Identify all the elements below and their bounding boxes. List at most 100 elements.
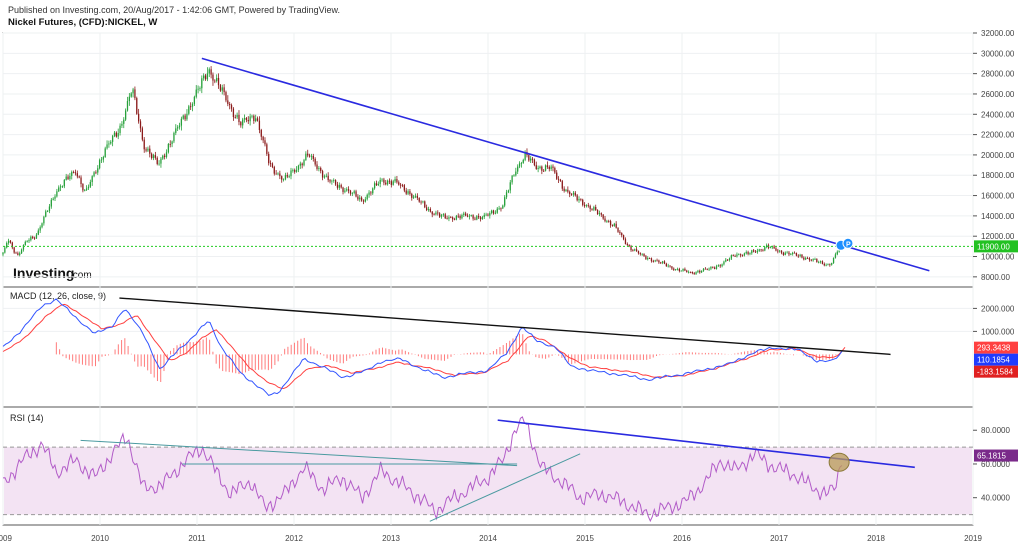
- candle-body: [177, 127, 179, 129]
- x-tick-label: 2013: [382, 534, 400, 543]
- candle-body: [2, 252, 4, 255]
- candle-body: [301, 163, 303, 166]
- candle-body: [518, 163, 521, 167]
- rsi-trendline: [429, 453, 581, 522]
- candle-body: [676, 268, 679, 270]
- candle-body: [193, 96, 196, 104]
- x-tick-label: 2016: [673, 534, 691, 543]
- candle-body: [145, 149, 147, 151]
- candle-body: [312, 155, 314, 159]
- candle-body: [836, 251, 838, 255]
- candle-body: [780, 250, 783, 253]
- candle-body: [175, 128, 177, 133]
- price-axis-label: 12000.00: [981, 232, 1015, 241]
- candle-body: [450, 217, 452, 219]
- candle-body: [386, 180, 389, 185]
- candle-body: [370, 192, 372, 194]
- candle-body: [316, 164, 318, 169]
- candle-body: [284, 175, 287, 180]
- candle-body: [277, 173, 279, 175]
- candle-body: [474, 218, 476, 220]
- candle-body: [567, 189, 569, 192]
- candle-body: [48, 206, 51, 212]
- candle-body: [496, 208, 498, 213]
- candle-body: [104, 148, 106, 158]
- candle-body: [816, 259, 818, 263]
- candle-body: [7, 240, 10, 243]
- candle-body: [719, 265, 721, 267]
- x-tick-label: 2014: [479, 534, 497, 543]
- candle-body: [476, 216, 478, 220]
- candle-body: [255, 118, 257, 121]
- candle-body: [286, 175, 288, 177]
- candle-body: [399, 184, 402, 186]
- candle-body: [320, 168, 322, 171]
- candle-body: [249, 116, 251, 122]
- candle-body: [470, 215, 472, 216]
- candle-body: [95, 172, 97, 174]
- candle-body: [314, 158, 316, 165]
- candle-body: [678, 268, 680, 271]
- candle-body: [732, 255, 734, 256]
- current-price-value: 11900.00: [977, 242, 1010, 251]
- candle-body: [749, 253, 751, 255]
- candle-body: [652, 261, 654, 262]
- candle-body: [704, 268, 707, 270]
- candle-body: [608, 221, 610, 222]
- candle-body: [823, 263, 825, 266]
- candle-body: [427, 208, 430, 211]
- candle-body: [463, 213, 465, 215]
- candle-body: [457, 215, 459, 217]
- candle-body: [546, 165, 549, 167]
- price-axis-label: 16000.00: [981, 192, 1015, 201]
- candle-body: [260, 129, 262, 137]
- price-trendline: [201, 57, 930, 272]
- candle-body: [806, 258, 809, 259]
- candle-body: [702, 268, 705, 271]
- candle-body: [124, 110, 127, 120]
- candle-body: [758, 249, 760, 251]
- candle-body: [143, 139, 145, 150]
- candle-body: [706, 268, 708, 270]
- candle-body: [708, 268, 710, 270]
- candle-body: [626, 244, 628, 245]
- candle-body: [199, 88, 201, 90]
- logo: Investing .com: [13, 265, 92, 281]
- candle-body: [533, 159, 536, 166]
- candle-body: [667, 265, 669, 267]
- candle-body: [647, 258, 649, 260]
- candle-body: [182, 115, 184, 119]
- candle-body: [11, 242, 13, 248]
- macd-pane-title: MACD (12, 26, close, 9): [10, 291, 106, 301]
- candle-body: [407, 191, 409, 194]
- macd-line: [2, 298, 843, 396]
- candle-body: [728, 258, 731, 260]
- candle-body: [788, 252, 790, 255]
- event-badge: [842, 237, 854, 249]
- candle-body: [680, 270, 682, 272]
- rsi-pane-title: RSI (14): [10, 413, 44, 423]
- candle-body: [307, 153, 309, 156]
- candle-body: [264, 140, 266, 145]
- candle-body: [253, 115, 255, 121]
- rsi-axis-label: 80.0000: [981, 426, 1010, 435]
- candle-body: [221, 87, 223, 91]
- candle-body: [173, 132, 175, 142]
- candle-body: [505, 192, 508, 198]
- macd-axis-label: 1000.000: [981, 327, 1015, 336]
- candle-body: [162, 155, 164, 159]
- candle-body: [262, 136, 264, 141]
- candle-body: [578, 198, 580, 201]
- candle-body: [327, 175, 329, 181]
- price-axis-label: 32000.00: [981, 29, 1015, 38]
- candle-body: [357, 196, 359, 200]
- candle-body: [606, 221, 608, 222]
- x-tick-label: 2019: [964, 534, 982, 543]
- candle-body: [557, 178, 560, 180]
- candle-body: [425, 207, 428, 211]
- candle-body: [164, 155, 166, 157]
- candle-body: [498, 208, 500, 210]
- candle-body: [777, 250, 779, 252]
- candle-body: [217, 77, 220, 86]
